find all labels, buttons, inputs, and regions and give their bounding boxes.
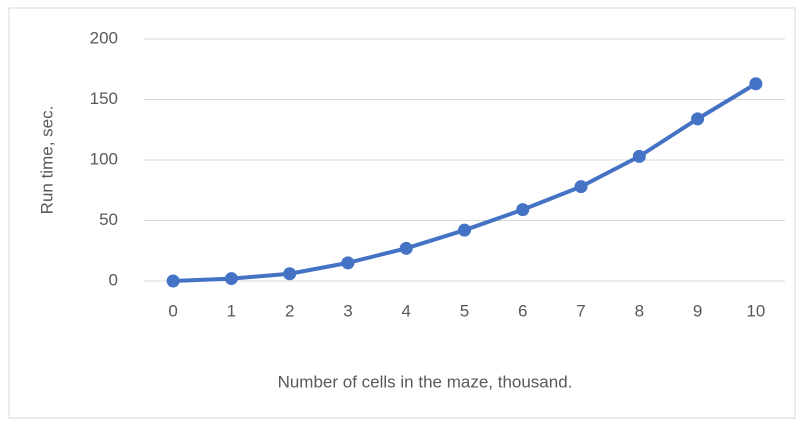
y-axis-title: Run time, sec.: [37, 106, 56, 215]
marker: [224, 272, 238, 286]
x-tick-label: 7: [576, 301, 585, 320]
marker: [516, 203, 530, 217]
x-tick-label: 2: [285, 301, 294, 320]
chart-border: [8, 7, 796, 419]
marker: [341, 256, 355, 270]
x-tick-label: 5: [460, 301, 469, 320]
marker: [458, 223, 471, 237]
x-axis-title: Number of cells in the maze, thousand.: [278, 372, 573, 391]
x-tick-label: 3: [343, 301, 352, 320]
marker: [749, 77, 763, 91]
y-tick-label: 0: [109, 270, 118, 289]
y-tick-label: 50: [99, 210, 118, 229]
marker: [166, 274, 180, 288]
y-tick-label: 150: [90, 89, 118, 108]
x-tick-label: 0: [168, 301, 177, 320]
x-tick-label: 6: [518, 301, 527, 320]
x-tick-label: 1: [227, 301, 236, 320]
y-tick-label: 100: [90, 149, 118, 168]
y-tick-label: 200: [90, 28, 118, 47]
x-tick-label: 10: [746, 301, 765, 320]
x-tick-label: 8: [635, 301, 644, 320]
marker: [574, 180, 588, 194]
marker: [632, 149, 646, 163]
marker: [399, 241, 413, 255]
x-tick-label: 4: [401, 301, 410, 320]
marker: [691, 112, 705, 126]
marker: [283, 267, 297, 281]
x-tick-label: 9: [693, 301, 702, 320]
